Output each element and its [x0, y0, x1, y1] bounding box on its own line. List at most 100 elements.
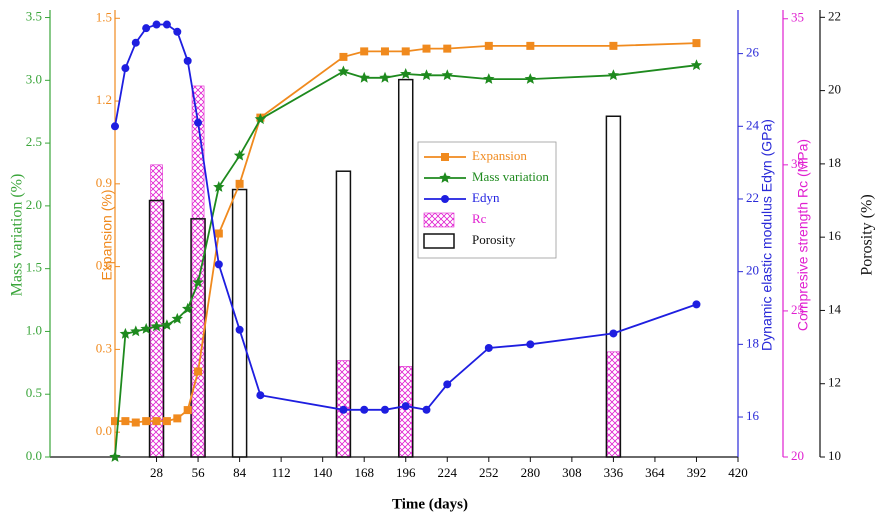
y-tick-label: 20: [828, 82, 841, 97]
marker: [173, 27, 182, 36]
marker: [162, 417, 171, 426]
x-tick-label: 392: [687, 465, 707, 480]
marker: [380, 405, 389, 414]
x-tick-label: 308: [562, 465, 582, 480]
marker: [214, 229, 223, 238]
legend-label: Rc: [472, 211, 487, 226]
marker: [401, 47, 410, 56]
legend-label: Porosity: [472, 232, 516, 247]
bar: [150, 164, 163, 458]
marker: [441, 69, 453, 81]
y-axis-title: Compresive strength Rc (MPa): [795, 139, 811, 331]
y-tick-label: 2.0: [26, 197, 42, 212]
marker: [111, 122, 119, 131]
marker: [526, 340, 535, 349]
line: [114, 23, 697, 411]
x-tick-label: 224: [438, 465, 458, 480]
y-tick-label: 1.0: [26, 322, 42, 337]
marker: [111, 417, 119, 426]
y-tick-label: 0.0: [96, 423, 112, 438]
y-tick-label: 18: [746, 335, 759, 350]
marker: [339, 52, 348, 61]
legend-label: Edyn: [472, 190, 500, 205]
y-tick-label: 16: [828, 228, 842, 243]
legend-swatch: [423, 212, 455, 228]
marker: [213, 181, 225, 192]
y-tick-label: 1.5: [96, 9, 112, 24]
marker: [483, 73, 495, 84]
marker: [380, 47, 389, 56]
marker: [171, 312, 183, 324]
legend-marker: [441, 195, 449, 203]
x-tick-label: 112: [272, 465, 291, 480]
x-tick-label: 84: [233, 465, 247, 480]
marker: [192, 276, 204, 288]
marker: [420, 69, 433, 81]
x-tick-label: 28: [150, 465, 163, 480]
line: [115, 42, 697, 424]
x-tick-label: 140: [313, 465, 333, 480]
y-tick-label: 3.5: [26, 9, 42, 24]
marker: [379, 71, 391, 83]
y-tick-label: 12: [828, 375, 841, 390]
marker: [443, 44, 452, 53]
y-tick-label: 20: [791, 448, 804, 463]
marker: [194, 367, 203, 376]
marker: [162, 20, 171, 29]
marker: [422, 44, 431, 53]
marker: [235, 325, 244, 334]
marker: [214, 260, 223, 269]
marker: [690, 59, 703, 71]
legend-box: [417, 141, 557, 259]
marker: [142, 24, 151, 33]
y-tick-label: 22: [828, 8, 841, 23]
x-tick-label: 420: [728, 465, 748, 480]
marker: [194, 118, 203, 127]
marker: [256, 391, 265, 400]
marker: [609, 329, 618, 338]
marker: [142, 417, 151, 426]
legend-marker: [439, 172, 451, 183]
x-tick-label: 252: [479, 465, 499, 480]
x-tick-label: 336: [604, 465, 624, 480]
legend-label: Mass variation: [472, 169, 549, 184]
marker: [131, 38, 140, 47]
marker: [443, 380, 452, 389]
y-axis-title: Dynamic elastic modulus Edyn (GPa): [759, 119, 775, 351]
y-axis-title: Expansion (%): [99, 189, 115, 280]
marker: [254, 113, 267, 125]
marker: [150, 320, 163, 332]
marker: [183, 56, 192, 65]
bar: [231, 188, 248, 458]
x-tick-label: 56: [192, 465, 206, 480]
y-tick-label: 1.2: [96, 92, 112, 107]
y-tick-label: 0.6: [96, 258, 113, 273]
marker: [337, 65, 350, 77]
bar: [191, 85, 205, 458]
y-tick-label: 24: [746, 117, 760, 132]
marker: [358, 71, 370, 83]
marker: [121, 64, 130, 73]
bar: [190, 218, 206, 458]
y-tick-label: 0.9: [96, 175, 112, 190]
legend-marker: [441, 153, 449, 161]
legend-swatch: [423, 233, 455, 249]
marker: [109, 451, 121, 462]
marker: [339, 405, 348, 414]
marker: [401, 402, 410, 411]
marker: [692, 39, 701, 48]
bar: [605, 115, 622, 458]
marker: [130, 325, 142, 337]
marker: [183, 406, 192, 415]
y-tick-label: 14: [828, 301, 842, 316]
marker: [484, 343, 493, 352]
bar: [335, 170, 352, 458]
y-tick-label: 16: [746, 408, 760, 423]
y-tick-label: 0.3: [96, 340, 112, 355]
y-tick-label: 10: [828, 448, 841, 463]
marker: [484, 41, 493, 50]
marker: [609, 41, 618, 50]
marker: [140, 322, 152, 334]
marker: [233, 149, 246, 161]
y-tick-label: 26: [746, 45, 760, 60]
